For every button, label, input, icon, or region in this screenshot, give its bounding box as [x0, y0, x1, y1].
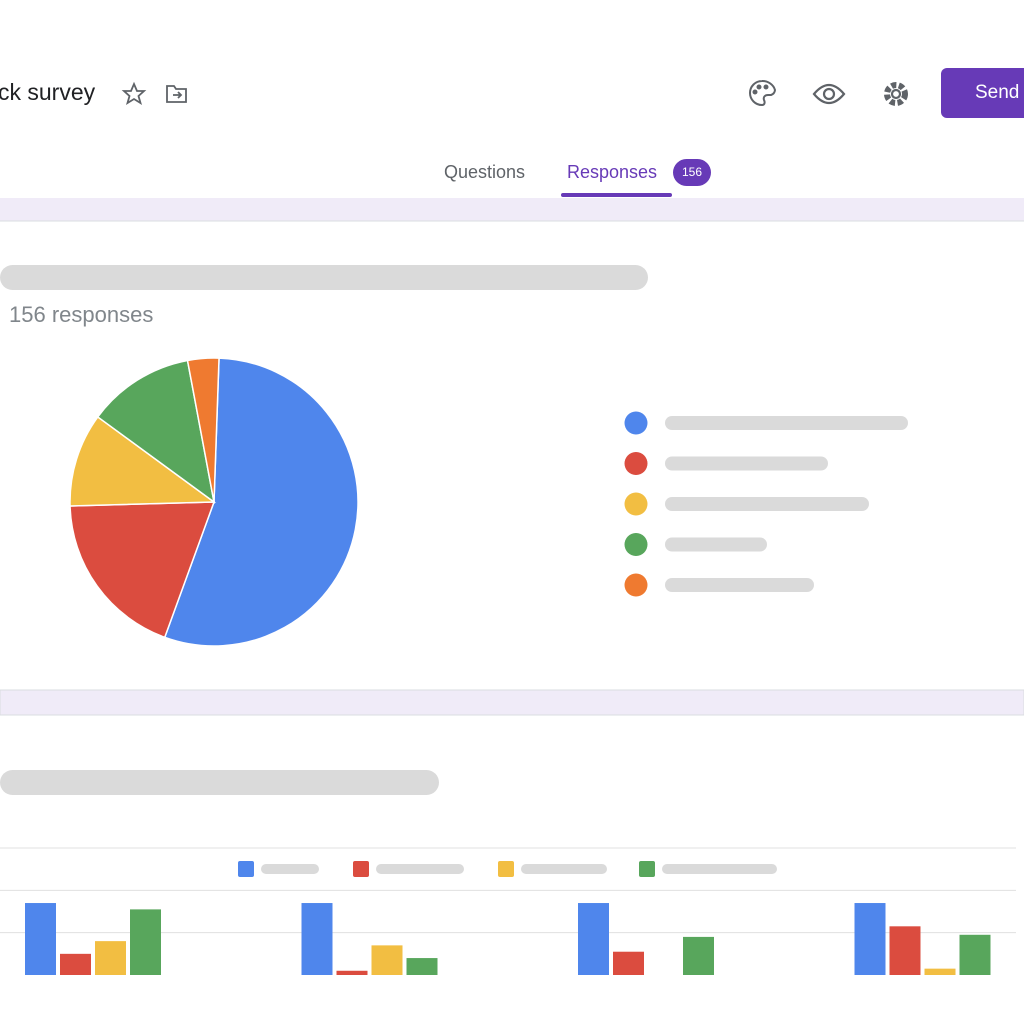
- legend-swatch: [639, 861, 655, 877]
- send-button[interactable]: Send: [941, 68, 1024, 118]
- placeholder-title: [0, 770, 439, 795]
- bar: [371, 945, 403, 975]
- folder-icon[interactable]: [166, 85, 187, 103]
- badge: [673, 159, 711, 186]
- star-icon[interactable]: [121, 81, 147, 105]
- badge-count: 156: [682, 165, 702, 179]
- palette-icon[interactable]: [749, 79, 777, 107]
- legend-swatch: [353, 861, 369, 877]
- bar: [95, 941, 126, 975]
- pie-slice: [69, 415, 217, 507]
- legend-placeholder: [665, 456, 828, 471]
- preview-icon[interactable]: [812, 83, 846, 105]
- legend-dot: [624, 573, 648, 597]
- pie-slice: [96, 359, 216, 504]
- bar: [683, 936, 714, 975]
- pie-slice: [163, 357, 359, 647]
- bar: [406, 958, 438, 975]
- legend-placeholder: [662, 864, 777, 874]
- legend-placeholder: [521, 864, 607, 874]
- legend-dot: [624, 492, 648, 516]
- bar: [854, 903, 886, 975]
- bar: [924, 968, 956, 975]
- bar: [60, 953, 91, 975]
- bar: [301, 903, 333, 975]
- legend-swatch: [498, 861, 514, 877]
- legend-placeholder: [665, 416, 908, 430]
- legend-placeholder: [665, 497, 869, 511]
- bar: [130, 909, 161, 975]
- bar: [578, 903, 609, 975]
- send-label[interactable]: Send: [975, 82, 1019, 103]
- send-button-bg[interactable]: [941, 68, 1024, 118]
- bar: [25, 903, 56, 975]
- band: [0, 198, 1024, 221]
- bar: [336, 970, 368, 975]
- bar: [959, 934, 991, 975]
- bar: [613, 951, 644, 975]
- tab-underline: [561, 193, 672, 197]
- form-title: ck survey: [0, 79, 96, 105]
- questions-tab[interactable]: Questions: [444, 162, 525, 182]
- pie-slice: [186, 357, 220, 503]
- legend-dot: [624, 411, 648, 435]
- band: [0, 689, 1024, 716]
- legend-placeholder: [376, 864, 464, 874]
- legend-placeholder: [665, 578, 814, 592]
- bar: [889, 926, 921, 975]
- legend-dot: [624, 533, 648, 556]
- settings-icon[interactable]: [884, 82, 908, 106]
- legend-swatch: [238, 861, 254, 877]
- response-count: 156 responses: [9, 302, 153, 327]
- legend-dot: [624, 452, 648, 475]
- responses-tab[interactable]: Responses: [567, 162, 657, 182]
- legend-placeholder: [261, 864, 319, 874]
- placeholder-title: [0, 265, 648, 290]
- pie-slice: [69, 501, 216, 639]
- legend-placeholder: [665, 537, 767, 552]
